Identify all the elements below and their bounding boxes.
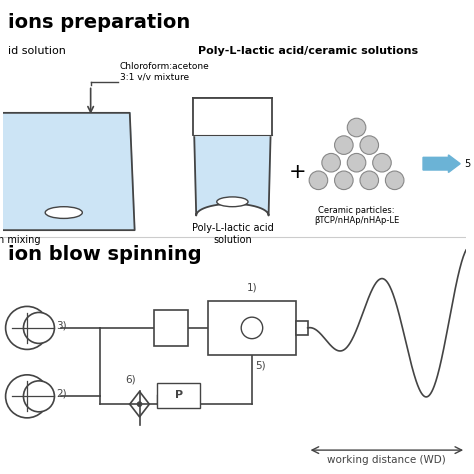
Circle shape — [6, 375, 49, 418]
Circle shape — [373, 154, 391, 172]
Ellipse shape — [217, 197, 248, 207]
Polygon shape — [0, 113, 135, 230]
Text: ion blow spinning: ion blow spinning — [8, 245, 201, 264]
Circle shape — [23, 381, 55, 412]
Text: ions preparation: ions preparation — [8, 13, 190, 32]
Text: 5): 5) — [255, 360, 265, 370]
Circle shape — [322, 154, 340, 172]
Circle shape — [137, 402, 142, 407]
Text: +: + — [289, 162, 307, 182]
Circle shape — [385, 171, 404, 190]
Text: 2): 2) — [56, 389, 67, 399]
Text: Poly-L-lactic acid
solution: Poly-L-lactic acid solution — [191, 223, 273, 245]
Circle shape — [309, 171, 328, 190]
Text: Ceramic particles:
βTCP/nHAp/nHAp-LE: Ceramic particles: βTCP/nHAp/nHAp-LE — [314, 206, 399, 225]
Bar — [154, 310, 188, 346]
Text: 1): 1) — [246, 283, 257, 293]
Circle shape — [360, 171, 379, 190]
Text: 6): 6) — [125, 374, 136, 384]
Polygon shape — [0, 113, 135, 230]
Text: P: P — [174, 391, 182, 401]
Bar — [296, 321, 308, 335]
Ellipse shape — [45, 207, 82, 219]
Text: Poly-L-lactic acid/ceramic solutions: Poly-L-lactic acid/ceramic solutions — [198, 46, 419, 56]
Circle shape — [335, 136, 353, 155]
Polygon shape — [193, 98, 272, 136]
Text: 5: 5 — [464, 159, 470, 169]
Circle shape — [335, 171, 353, 190]
Polygon shape — [193, 98, 272, 216]
Text: 3): 3) — [56, 320, 67, 330]
Bar — [208, 301, 296, 356]
Bar — [157, 383, 200, 408]
Circle shape — [241, 317, 263, 338]
Circle shape — [347, 154, 366, 172]
Circle shape — [23, 312, 55, 343]
Text: working distance (WD): working distance (WD) — [328, 455, 446, 465]
FancyArrow shape — [423, 155, 460, 173]
Circle shape — [360, 136, 379, 155]
Text: Chloroform:acetone
3:1 v/v mixture: Chloroform:acetone 3:1 v/v mixture — [120, 62, 210, 82]
Circle shape — [347, 118, 366, 137]
Text: n mixing: n mixing — [0, 235, 40, 245]
Text: id solution: id solution — [8, 46, 65, 56]
Circle shape — [6, 306, 49, 349]
